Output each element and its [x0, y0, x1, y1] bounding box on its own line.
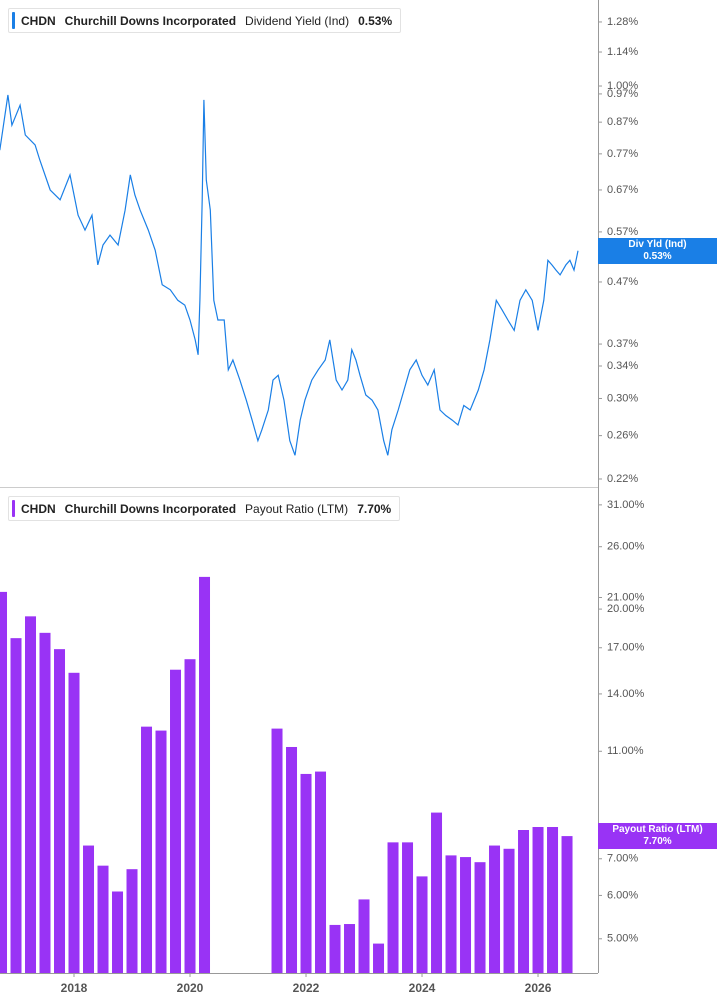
y-tick-label: 0.22% [607, 473, 638, 485]
price-tag: Div Yld (Ind) 0.53% [598, 237, 717, 264]
y-tick-label: 14.00% [607, 688, 645, 700]
bar [387, 842, 399, 973]
price-tag-label: Payout Ratio (LTM) [612, 824, 703, 836]
bar [460, 857, 472, 973]
bar [141, 726, 153, 973]
x-tick-label: 2022 [293, 981, 320, 995]
y-tick-label: 6.00% [607, 889, 638, 901]
bar [10, 638, 22, 973]
bar [170, 669, 182, 973]
bar [25, 616, 37, 973]
bar [68, 672, 80, 973]
bar [184, 659, 196, 973]
legend: CHDN Churchill Downs Incorporated Divide… [8, 8, 402, 33]
y-tick-label: 0.30% [607, 392, 638, 404]
bar [315, 771, 327, 973]
legend-company: Churchill Downs Incorporated [64, 13, 237, 28]
legend: CHDN Churchill Downs Incorporated Payout… [8, 496, 401, 521]
bar [286, 746, 298, 973]
y-tick-label: 1.28% [607, 16, 638, 28]
bar [402, 842, 414, 973]
y-tick-label: 20.00% [607, 603, 645, 615]
price-tag: Payout Ratio (LTM) 7.70% [598, 823, 717, 850]
bar [532, 827, 544, 973]
x-tick-label: 2018 [61, 981, 88, 995]
x-tick-label: 2024 [409, 981, 436, 995]
bar [300, 773, 312, 973]
bar [112, 891, 124, 973]
x-tick-label: 2020 [177, 981, 204, 995]
bar [83, 845, 95, 973]
bar [518, 829, 530, 973]
price-tag-label: Div Yld (Ind) [628, 238, 687, 250]
bar [547, 827, 559, 973]
line-series [0, 94, 579, 456]
bar [445, 855, 457, 973]
y-tick-label: 0.37% [607, 338, 638, 350]
bar [54, 649, 66, 973]
legend-series: Dividend Yield (Ind) [245, 13, 350, 28]
y-tick-label: 11.00% [607, 745, 644, 757]
legend-value: 7.70% [357, 501, 392, 516]
bar [373, 943, 385, 973]
bar [329, 924, 341, 973]
bar [39, 632, 51, 973]
bar [503, 848, 515, 973]
legend-ticker: CHDN [21, 13, 56, 28]
y-tick-label: 1.00% [607, 80, 638, 92]
y-tick-label: 21.00% [607, 591, 645, 603]
bar [431, 812, 443, 973]
y-tick-label: 0.57% [607, 226, 638, 238]
price-tag-value: 0.53% [643, 250, 672, 262]
legend-series: Payout Ratio (LTM) [245, 501, 349, 516]
y-tick-label: 0.97% [607, 88, 638, 100]
bar [126, 869, 138, 973]
bar [97, 865, 109, 973]
bar [155, 730, 167, 973]
y-tick-label: 0.77% [607, 148, 638, 160]
y-tick-label: 31.00% [607, 499, 645, 511]
bar [489, 845, 501, 973]
y-tick-label: 7.00% [607, 853, 638, 865]
bar [416, 876, 428, 973]
y-tick-label: 1.14% [607, 46, 638, 58]
legend-value: 0.53% [358, 13, 393, 28]
bar [199, 576, 211, 973]
y-tick-label: 0.47% [607, 276, 638, 288]
legend-company: Churchill Downs Incorporated [64, 501, 237, 516]
bar [561, 836, 573, 973]
legend-ticker: CHDN [21, 501, 56, 516]
bar [474, 862, 486, 973]
legend-swatch [12, 500, 15, 517]
price-tag-value: 7.70% [643, 836, 672, 848]
legend-swatch [12, 12, 15, 29]
y-tick-label: 0.87% [607, 116, 638, 128]
x-tick-label: 2026 [525, 981, 552, 995]
y-tick-label: 26.00% [607, 541, 645, 553]
y-tick-label: 5.00% [607, 933, 638, 945]
bar [344, 924, 356, 973]
bar [271, 728, 283, 973]
y-tick-label: 0.34% [607, 360, 638, 372]
y-tick-label: 0.26% [607, 430, 638, 442]
y-tick-label: 0.67% [607, 184, 638, 196]
bar [0, 591, 8, 973]
y-tick-label: 17.00% [607, 642, 645, 654]
bar [358, 899, 370, 973]
